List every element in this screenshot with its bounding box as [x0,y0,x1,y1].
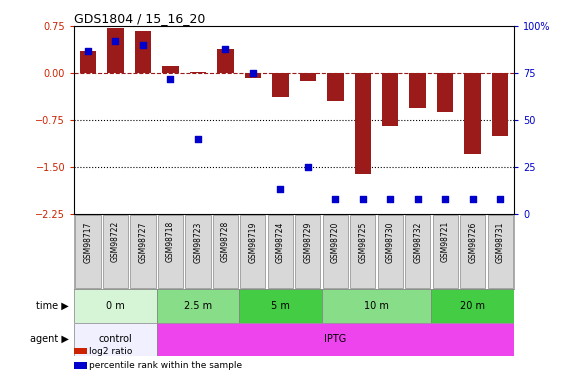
Bar [409,73,426,108]
FancyBboxPatch shape [75,214,100,288]
FancyBboxPatch shape [350,214,375,288]
Bar [135,31,151,73]
Point [358,196,367,202]
FancyBboxPatch shape [321,289,432,322]
Point [83,48,93,54]
Point [385,196,395,202]
Text: time ▶: time ▶ [36,301,69,310]
Text: 0 m: 0 m [106,301,125,310]
FancyBboxPatch shape [213,214,238,288]
Point [248,70,258,76]
FancyBboxPatch shape [323,214,348,288]
Text: 20 m: 20 m [460,301,485,310]
FancyBboxPatch shape [377,214,403,288]
Point [111,38,120,44]
Point [276,186,285,192]
Point [221,46,230,52]
Bar [162,66,179,73]
FancyBboxPatch shape [268,214,293,288]
Bar [74,348,87,354]
Text: GSM98732: GSM98732 [413,221,422,262]
FancyBboxPatch shape [74,289,156,322]
Text: GSM98718: GSM98718 [166,221,175,262]
FancyBboxPatch shape [405,214,431,288]
Text: GSM98722: GSM98722 [111,221,120,262]
Text: GSM98727: GSM98727 [138,221,147,262]
Text: GDS1804 / 15_16_20: GDS1804 / 15_16_20 [74,12,206,25]
Bar [217,50,234,73]
Bar [355,73,371,174]
Bar [107,28,124,73]
Point [166,76,175,82]
Bar [327,73,344,101]
FancyBboxPatch shape [433,214,458,288]
Bar [437,73,453,112]
Bar [80,51,96,73]
Text: 2.5 m: 2.5 m [184,301,212,310]
Text: control: control [99,334,132,344]
Point [441,196,450,202]
FancyBboxPatch shape [103,214,128,288]
Text: GSM98728: GSM98728 [221,221,230,262]
Point [496,196,505,202]
Bar [300,73,316,81]
Text: 10 m: 10 m [364,301,389,310]
FancyBboxPatch shape [130,214,155,288]
Bar [190,72,206,73]
Text: 5 m: 5 m [271,301,289,310]
FancyBboxPatch shape [460,214,485,288]
Text: GSM98731: GSM98731 [496,221,505,262]
Text: GSM98724: GSM98724 [276,221,285,262]
FancyBboxPatch shape [185,214,211,288]
FancyBboxPatch shape [432,289,514,322]
Point [413,196,423,202]
FancyBboxPatch shape [156,289,239,322]
FancyBboxPatch shape [488,214,513,288]
Text: GSM98717: GSM98717 [83,221,93,262]
Point [303,164,312,170]
Text: percentile rank within the sample: percentile rank within the sample [89,361,242,370]
Point [138,42,147,48]
Text: GSM98729: GSM98729 [303,221,312,262]
FancyBboxPatch shape [295,214,320,288]
FancyBboxPatch shape [240,214,266,288]
Text: GSM98721: GSM98721 [441,221,450,262]
Bar [382,73,399,126]
Point [468,196,477,202]
Bar [492,73,508,136]
Text: agent ▶: agent ▶ [30,334,69,344]
Text: GSM98726: GSM98726 [468,221,477,262]
Point [331,196,340,202]
Bar [272,73,288,97]
Text: log2 ratio: log2 ratio [89,346,132,355]
FancyBboxPatch shape [239,289,321,322]
Text: GSM98719: GSM98719 [248,221,258,262]
Bar [244,73,261,78]
Text: IPTG: IPTG [324,334,347,344]
FancyBboxPatch shape [158,214,183,288]
Bar [464,73,481,154]
Point [194,136,203,142]
Text: GSM98723: GSM98723 [194,221,202,262]
FancyBboxPatch shape [74,322,156,356]
Bar [74,362,87,369]
FancyBboxPatch shape [156,322,514,356]
Text: GSM98730: GSM98730 [386,221,395,263]
Text: GSM98725: GSM98725 [358,221,367,262]
Text: GSM98720: GSM98720 [331,221,340,262]
